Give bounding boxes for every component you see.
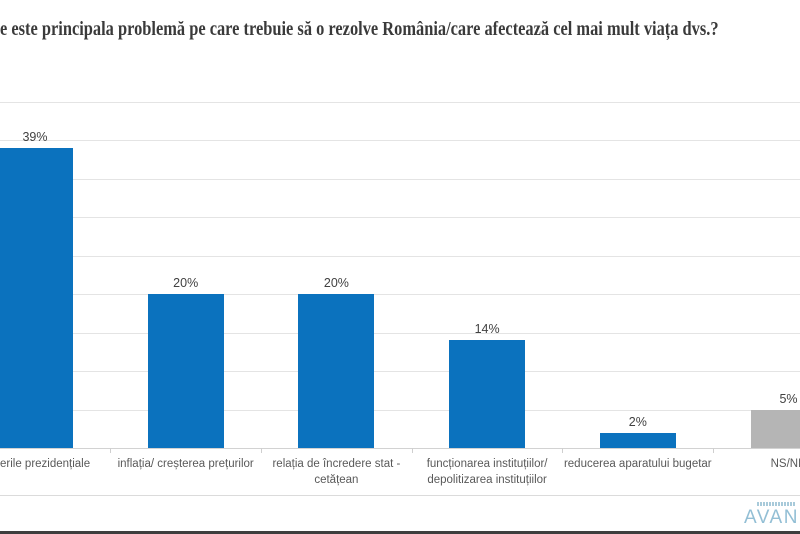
avangarde-logo: AVAN (744, 507, 799, 528)
category-label: NS/NR (770, 458, 800, 470)
footer-divider (0, 495, 800, 496)
bar-value-label: 14% (474, 322, 500, 337)
bar-value-label: 20% (173, 276, 199, 290)
gridline-45pct (0, 101, 800, 103)
category-label: funcționarea instituțiilor/ depolitizare… (426, 458, 548, 486)
bar-1 (147, 294, 224, 448)
bar-2 (298, 294, 375, 448)
gridline-30pct (0, 217, 800, 218)
gridline-40pct (0, 140, 800, 141)
bar-5 (750, 409, 800, 448)
category-label: reducerea aparatului bugetar (563, 458, 712, 470)
bar-0 (0, 147, 73, 448)
category-label: erile prezidențiale (0, 458, 91, 470)
gridline-20pct (0, 294, 800, 295)
axis-tick (562, 448, 564, 453)
category-label: relația de încredere stat - cetățean (272, 458, 401, 486)
bottom-border (0, 531, 800, 534)
bar-3 (449, 340, 526, 448)
category-label: inflația/ creșterea prețurilor (117, 458, 254, 470)
chart-title: e este principala problemă pe care trebu… (0, 18, 719, 40)
gridline-35pct (0, 178, 800, 180)
axis-tick (110, 448, 112, 453)
gridline-5pct (0, 409, 800, 411)
bar-4 (599, 432, 676, 448)
axis-tick (713, 448, 715, 453)
gridline-10pct (0, 371, 800, 372)
gridline-25pct (0, 255, 800, 257)
bar-value-label: 5% (779, 391, 798, 406)
bar-value-label: 39% (22, 129, 48, 144)
gridline-15pct (0, 332, 800, 334)
logo-tagline-mark (757, 502, 795, 506)
axis-tick (261, 448, 263, 453)
axis-tick (411, 448, 413, 453)
bar-value-label: 2% (628, 414, 647, 429)
x-axis-line (0, 448, 800, 449)
bar-value-label: 20% (323, 276, 349, 290)
